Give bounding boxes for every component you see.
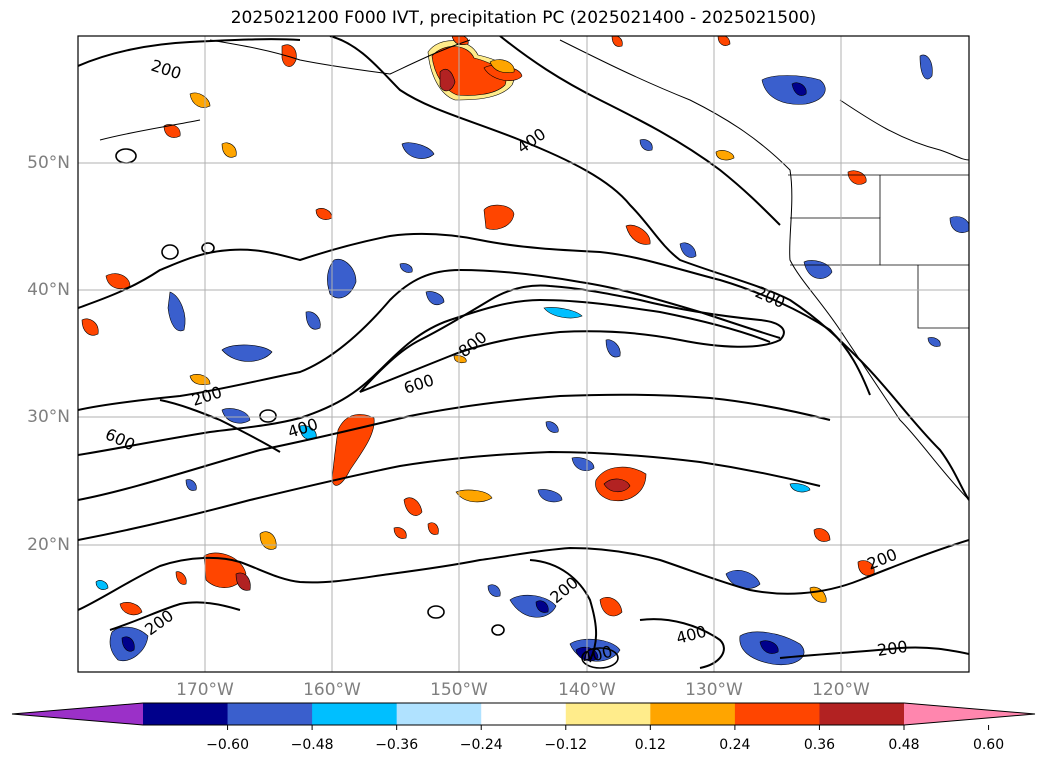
colorbar-tick-label: 0.36 [803, 737, 836, 753]
colorbar-bin [481, 703, 567, 725]
state-boundaries [788, 174, 969, 329]
colorbar-bin [650, 703, 736, 725]
contour-label: 200 [876, 637, 909, 660]
colorbar-tick-label: 0.12 [634, 737, 666, 753]
lon-label-160w: 160°W [303, 680, 361, 700]
colorbar-bin [312, 703, 398, 725]
colorbar-bin [565, 703, 651, 725]
colorbar-bin [396, 703, 482, 725]
colorbar-tick-label: −0.36 [375, 737, 419, 753]
colorbar-outline [11, 702, 1036, 726]
lon-label-150w: 150°W [430, 680, 488, 700]
lat-label-50n: 50°N [27, 153, 70, 173]
colorbar [11, 702, 1036, 730]
lon-label-170w: 170°W [176, 680, 234, 700]
lat-label-30n: 30°N [27, 407, 70, 427]
colorbar-bin [227, 703, 313, 725]
colorbar-tick-label: 0.60 [972, 737, 1005, 753]
map-frame [77, 35, 970, 673]
colorbar-tick-label: −0.60 [206, 737, 249, 753]
gridlines [78, 36, 969, 672]
colorbar-bin [143, 703, 229, 725]
ivt-contours [78, 36, 969, 669]
colorbar-tick-label: 0.24 [719, 737, 751, 753]
colorbar-tick-label: −0.24 [459, 737, 503, 753]
colorbar-bin [734, 703, 820, 725]
map-title: 2025021200 F000 IVT, precipitation PC (2… [230, 8, 817, 28]
ivt-contour-loops [115, 148, 619, 669]
colorbar-extend-max [904, 703, 1035, 725]
lon-label-130w: 130°W [685, 680, 743, 700]
colorbar-tick-label: −0.48 [290, 737, 334, 753]
colorbar-extend-min [12, 703, 143, 725]
lon-label-120w: 120°W [812, 680, 870, 700]
colorbar-tick-label: 0.48 [888, 737, 920, 753]
coastline [99, 39, 969, 501]
colorbar-bin [819, 703, 905, 725]
lon-label-140w: 140°W [558, 680, 616, 700]
colorbar-tick-label: −0.12 [544, 737, 588, 753]
lat-label-40n: 40°N [27, 280, 70, 300]
lat-label-20n: 20°N [27, 535, 70, 555]
